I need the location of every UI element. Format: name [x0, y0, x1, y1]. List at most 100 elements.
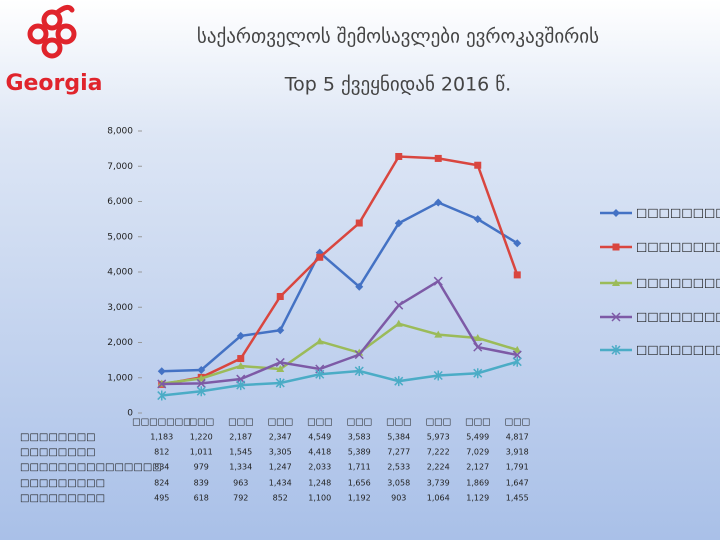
marker	[196, 386, 206, 397]
table-cell: 2,224	[427, 463, 450, 472]
table-cell: 839	[194, 479, 209, 488]
legend-label: □□□□□□□□	[636, 240, 720, 254]
table-cell: 1,334	[229, 463, 252, 472]
table-cell: 1,656	[348, 479, 371, 488]
marker	[197, 365, 206, 374]
table-row-label: □□□□□□□□	[20, 447, 96, 458]
table-cell: 792	[233, 494, 248, 503]
table-row-label: □□□□□□□□□	[20, 478, 105, 489]
series-line	[161, 360, 518, 397]
marker	[157, 379, 167, 389]
x-tick-label: □□□	[465, 418, 491, 428]
marker	[433, 370, 443, 381]
legend-label: □□□□□□□□□□□□□□□	[636, 276, 720, 290]
marker	[354, 365, 364, 376]
marker	[237, 355, 245, 363]
logo-text: Georgia	[5, 71, 102, 96]
table-cell: 1,455	[506, 494, 529, 503]
marker	[236, 361, 245, 369]
marker	[513, 345, 522, 353]
table-cell: 903	[391, 494, 406, 503]
legend-label: □□□□□□□□	[636, 206, 720, 220]
y-tick-label: 1,000	[107, 373, 133, 383]
marker	[275, 357, 285, 367]
table-cell: 979	[194, 463, 209, 472]
table-cell: 4,549	[308, 433, 331, 442]
table-cell: 1,248	[308, 479, 331, 488]
marker	[434, 154, 442, 162]
x-tick-label: □□□	[386, 418, 412, 428]
y-tick-label: 3,000	[107, 303, 133, 313]
y-tick-label: 7,000	[107, 162, 133, 172]
marker	[473, 215, 482, 224]
table-cell: 3,739	[427, 479, 450, 488]
chart-subtitle: Top 5 ქვეყნიდან 2016 წ.	[284, 74, 511, 96]
y-tick-label: 0	[127, 409, 133, 419]
table-cell: 834	[154, 463, 169, 472]
table-cell: 2,187	[229, 433, 252, 442]
chart-title: საქართველოს შემოსავლები ევროკავშირის	[197, 26, 599, 48]
legend-label: □□□□□□□□□	[636, 310, 720, 324]
marker	[236, 380, 246, 391]
table-cell: 5,384	[387, 433, 410, 442]
table-cell: 1,545	[229, 448, 252, 457]
table-cell: 5,389	[348, 448, 371, 457]
table-cell: 1,434	[269, 479, 292, 488]
y-tick-label: 8,000	[107, 127, 133, 137]
y-tick-label: 6,000	[107, 197, 133, 207]
marker	[394, 376, 404, 387]
series-line	[161, 279, 518, 386]
marker	[354, 350, 364, 360]
table-cell: 4,817	[506, 433, 529, 442]
table-cell: 963	[233, 479, 248, 488]
table-cell: 1,129	[466, 494, 489, 503]
marker	[612, 209, 620, 217]
marker	[394, 219, 403, 228]
y-tick-label: 4,000	[107, 268, 133, 278]
table-cell: 5,973	[427, 433, 450, 442]
marker	[236, 331, 245, 340]
marker	[355, 282, 364, 291]
table-cell: 2,347	[269, 433, 292, 442]
table-cell: 1,220	[190, 433, 213, 442]
marker	[473, 342, 483, 352]
table-cell: 1,011	[190, 448, 213, 457]
series-line	[161, 155, 519, 386]
table-cell: 852	[273, 494, 288, 503]
table-cell: 2,533	[387, 463, 410, 472]
table-cell: 3,583	[348, 433, 371, 442]
marker	[434, 330, 443, 338]
marker	[157, 390, 167, 401]
marker	[394, 319, 403, 327]
table-cell: 3,918	[506, 448, 529, 457]
marker	[276, 365, 285, 373]
table-row-label: □□□□□□□□□□□□□□□	[20, 462, 162, 473]
marker	[513, 239, 522, 248]
x-tick-label: □□□	[307, 418, 333, 428]
y-tick-label: 5,000	[107, 232, 133, 242]
legend-label: □□□□□□□□□	[636, 343, 720, 357]
marker	[611, 312, 621, 322]
table-cell: 1,100	[308, 494, 331, 503]
table-cell: 824	[154, 479, 169, 488]
table-cell: 1,869	[466, 479, 489, 488]
table-cell: 2,127	[466, 463, 489, 472]
marker	[473, 334, 482, 342]
series-line	[161, 201, 518, 373]
table-cell: 4,418	[308, 448, 331, 457]
marker	[513, 271, 521, 279]
table-cell: 5,499	[466, 433, 489, 442]
marker	[512, 356, 522, 367]
table-cell: 1,247	[269, 463, 292, 472]
marker	[512, 350, 522, 360]
x-tick-label: □□□	[346, 418, 372, 428]
table-cell: 7,029	[466, 448, 489, 457]
table-cell: 1,711	[348, 463, 371, 472]
table-row-label: □□□□□□□□□	[20, 493, 105, 504]
series-line	[161, 322, 518, 385]
table-cell: 3,058	[387, 479, 410, 488]
table-row-label: □□□□□□□□	[20, 432, 96, 443]
marker	[473, 368, 483, 379]
